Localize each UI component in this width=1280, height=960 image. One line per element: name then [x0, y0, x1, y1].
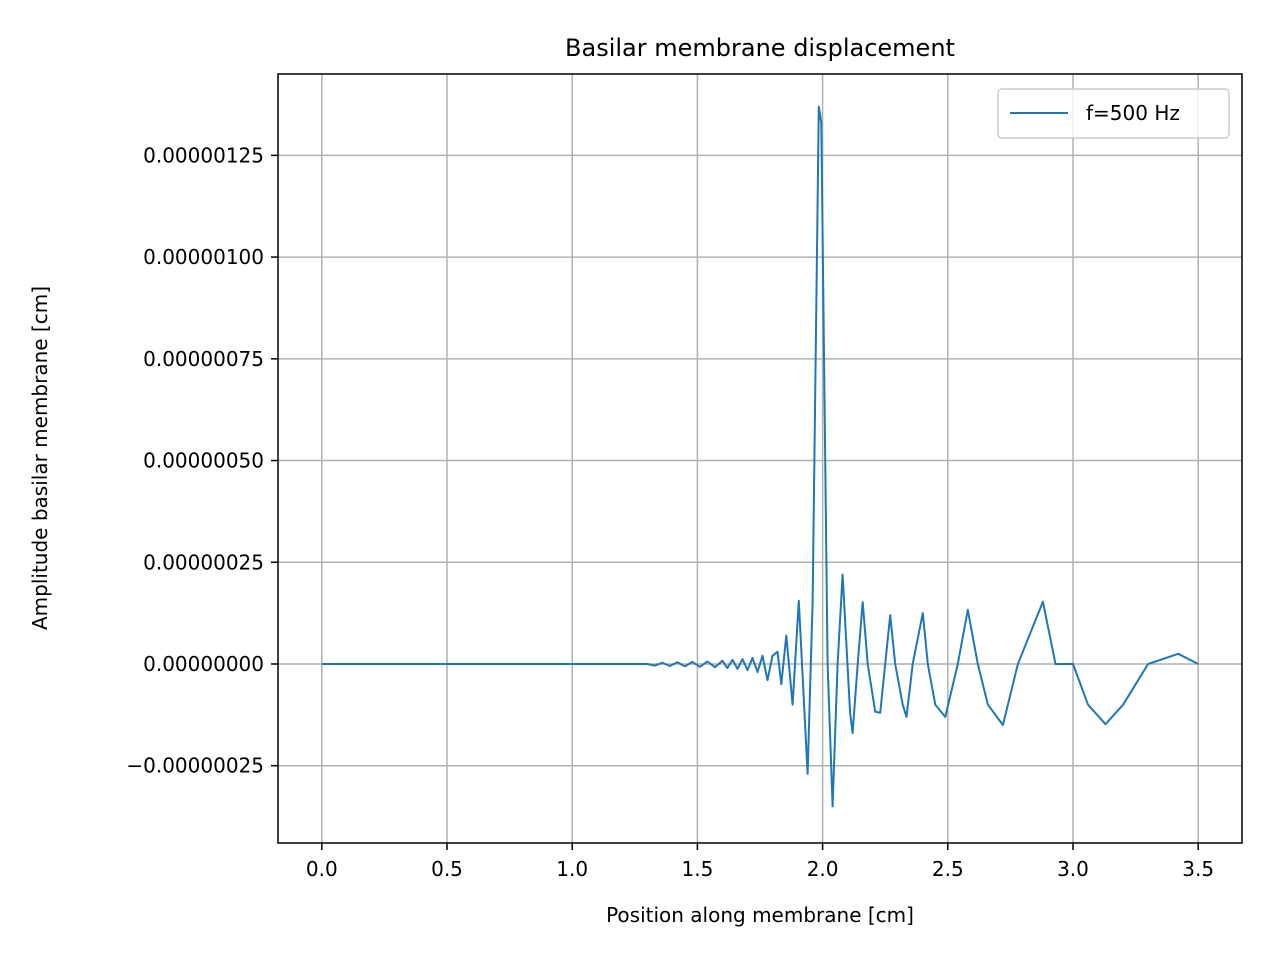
x-axis-label: Position along membrane [cm]: [606, 903, 914, 927]
y-tick-label: 0.00000000: [143, 652, 264, 676]
y-tick-label: −0.00000025: [126, 754, 264, 778]
y-tick-label: 0.00000025: [143, 550, 264, 574]
x-tick-label: 1.5: [681, 857, 713, 881]
x-tick-label: 3.0: [1057, 857, 1089, 881]
y-tick-label: 0.00000125: [143, 143, 264, 167]
x-tick-label: 0.0: [306, 857, 338, 881]
legend-entry-label: f=500 Hz: [1086, 101, 1180, 125]
x-tick-label: 0.5: [431, 857, 463, 881]
grid-lines: [278, 74, 1242, 843]
y-tick-label: 0.00000100: [143, 245, 264, 269]
y-tick-label: 0.00000050: [143, 449, 264, 473]
x-tick-label: 2.5: [932, 857, 964, 881]
y-axis-ticks: −0.00000025 0.00000000 0.00000025 0.0000005…: [126, 143, 278, 778]
legend-box: [997, 88, 1230, 139]
x-axis-ticks: 0.0 0.5 1.0 1.5 2.0 2.5 3.0 3.5: [306, 843, 1214, 881]
series-layer: [321, 105, 1199, 808]
x-tick-label: 2.0: [807, 857, 839, 881]
y-axis-label: Amplitude basilar membrane [cm]: [28, 286, 52, 630]
y-tick-label: 0.00000075: [143, 347, 264, 371]
chart-title: Basilar membrane displacement: [565, 34, 955, 62]
series-line-0: [321, 105, 1199, 808]
x-tick-label: 1.0: [556, 857, 588, 881]
legend: f=500 Hz: [997, 88, 1230, 139]
x-tick-label: 3.5: [1182, 857, 1214, 881]
plot-area-frame: [277, 73, 1243, 844]
